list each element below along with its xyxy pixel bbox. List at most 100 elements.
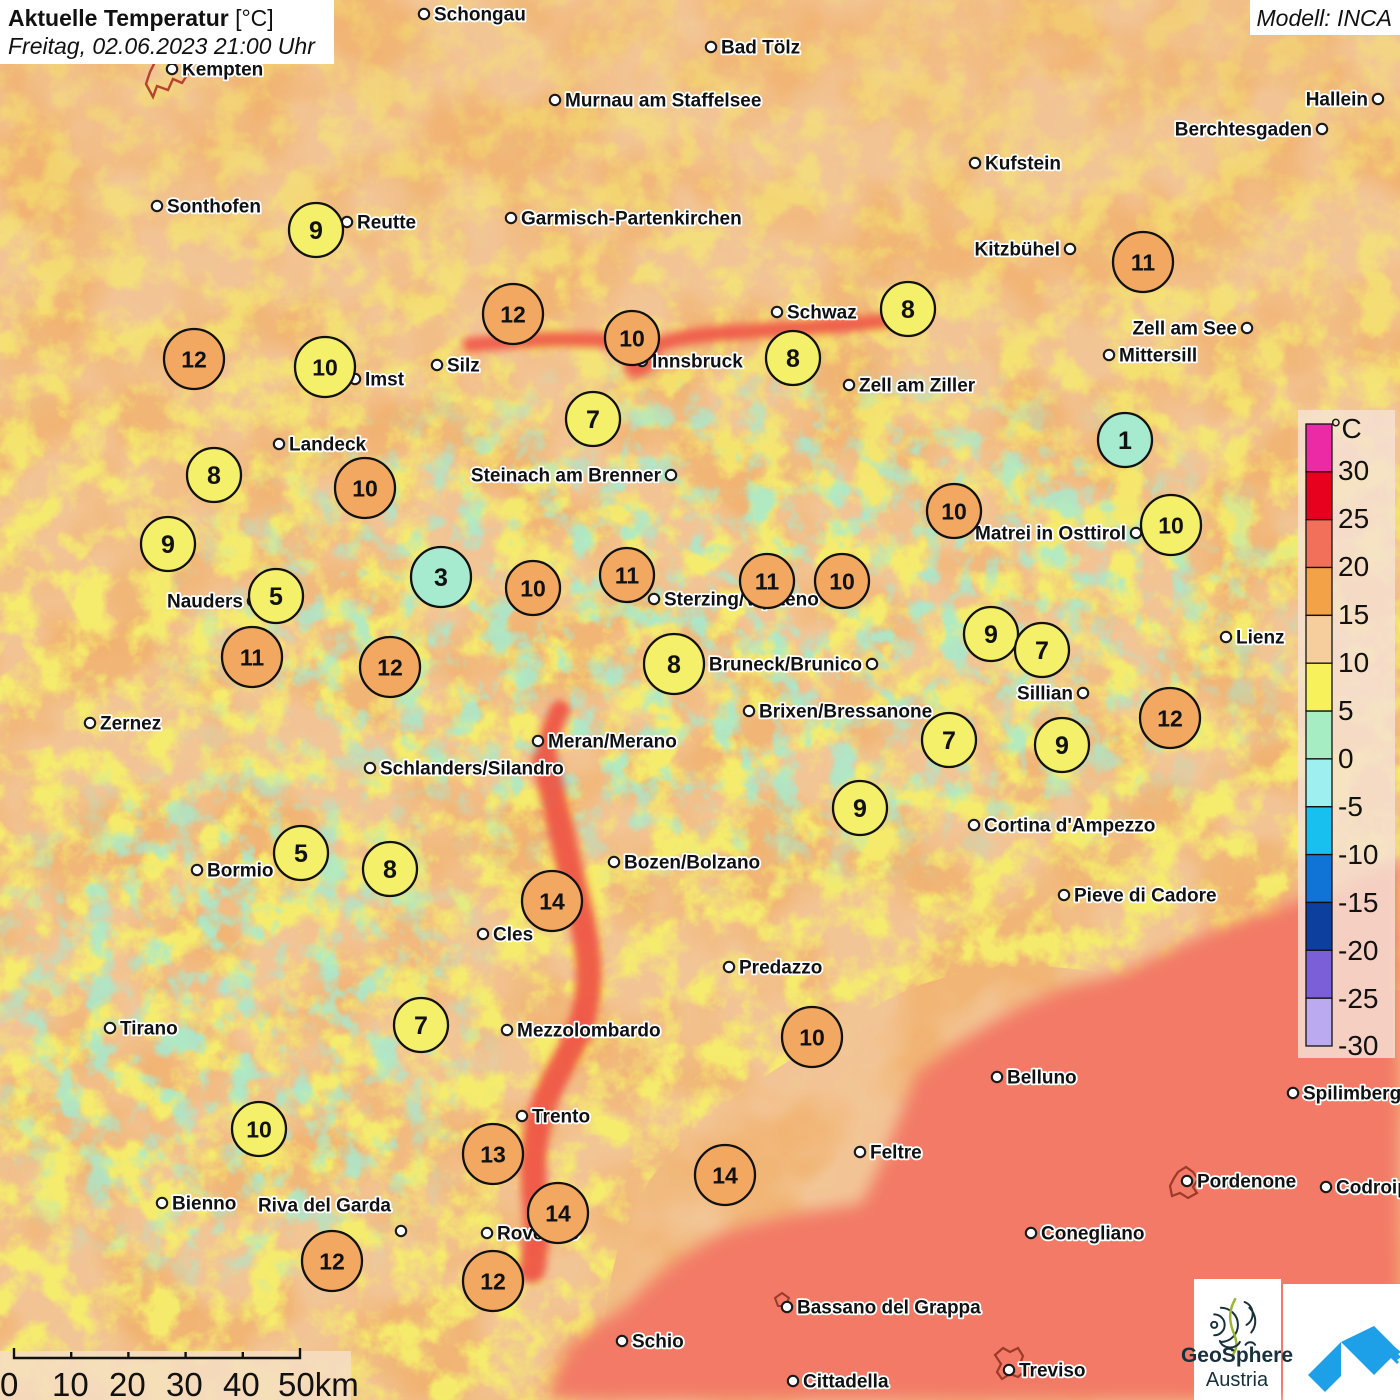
svg-text:-25: -25 [1338, 983, 1378, 1014]
svg-text:Sillian: Sillian [1017, 684, 1073, 705]
svg-text:12: 12 [1157, 705, 1183, 731]
svg-text:7: 7 [942, 727, 956, 755]
svg-text:Zell am See: Zell am See [1132, 319, 1237, 340]
svg-text:20: 20 [1338, 551, 1369, 582]
svg-text:Schio: Schio [632, 1332, 684, 1353]
svg-text:14: 14 [545, 1200, 571, 1226]
svg-text:5: 5 [1338, 695, 1354, 726]
svg-text:25: 25 [1338, 503, 1369, 534]
svg-text:Feltre: Feltre [870, 1143, 922, 1164]
svg-text:Reutte: Reutte [357, 213, 416, 234]
svg-text:8: 8 [207, 462, 221, 490]
svg-text:5: 5 [269, 583, 283, 611]
svg-text:14: 14 [712, 1162, 738, 1188]
svg-text:Bormio: Bormio [207, 861, 274, 882]
svg-text:Mezzolombardo: Mezzolombardo [517, 1021, 661, 1042]
svg-text:9: 9 [853, 795, 867, 823]
svg-text:15: 15 [1338, 599, 1369, 630]
svg-text:Aktuelle Temperatur [°C]: Aktuelle Temperatur [°C] [8, 5, 274, 31]
svg-text:Treviso: Treviso [1019, 1361, 1086, 1382]
svg-text:Murnau am Staffelsee: Murnau am Staffelsee [565, 91, 761, 112]
svg-text:-15: -15 [1338, 887, 1378, 918]
svg-text:Landeck: Landeck [289, 435, 367, 456]
svg-text:9: 9 [161, 531, 175, 559]
svg-text:10: 10 [1158, 512, 1184, 538]
svg-text:Bad Tölz: Bad Tölz [721, 38, 800, 59]
svg-text:Belluno: Belluno [1007, 1068, 1077, 1089]
svg-text:Silz: Silz [447, 356, 480, 377]
svg-text:Bruneck/Brunico: Bruneck/Brunico [709, 655, 862, 676]
svg-text:-10: -10 [1338, 839, 1378, 870]
svg-text:Bassano del Grappa: Bassano del Grappa [797, 1298, 981, 1319]
svg-text:11: 11 [755, 568, 780, 594]
svg-text:Hallein: Hallein [1306, 90, 1368, 111]
svg-text:12: 12 [377, 654, 403, 680]
svg-text:Kitzbühel: Kitzbühel [975, 240, 1061, 261]
svg-text:Cittadella: Cittadella [803, 1372, 889, 1393]
svg-text:8: 8 [786, 345, 800, 373]
svg-text:Austria: Austria [1206, 1369, 1269, 1391]
svg-text:11: 11 [1131, 249, 1156, 275]
svg-text:Kufstein: Kufstein [985, 154, 1061, 175]
svg-text:10: 10 [246, 1116, 272, 1142]
svg-text:Pordenone: Pordenone [1197, 1172, 1296, 1193]
svg-text:Bienno: Bienno [172, 1194, 236, 1215]
svg-text:12: 12 [181, 346, 207, 372]
svg-text:8: 8 [383, 856, 397, 884]
svg-text:10: 10 [520, 575, 546, 601]
svg-text:Bozen/Bolzano: Bozen/Bolzano [624, 853, 760, 874]
svg-text:Imst: Imst [365, 370, 405, 391]
svg-text:5: 5 [294, 840, 308, 868]
svg-text:10: 10 [52, 1366, 89, 1400]
svg-text:Berchtesgaden: Berchtesgaden [1175, 120, 1312, 141]
svg-text:0: 0 [0, 1366, 18, 1400]
svg-text:9: 9 [309, 217, 323, 245]
svg-text:9: 9 [1055, 732, 1069, 760]
svg-text:Riva del Garda: Riva del Garda [258, 1196, 391, 1217]
svg-text:Predazzo: Predazzo [739, 958, 822, 979]
svg-text:0: 0 [1338, 743, 1354, 774]
svg-text:Schwaz: Schwaz [787, 303, 857, 324]
svg-text:20: 20 [109, 1366, 146, 1400]
svg-text:Schongau: Schongau [434, 5, 526, 26]
svg-text:30: 30 [1338, 455, 1369, 486]
svg-text:Steinach am Brenner: Steinach am Brenner [471, 466, 662, 487]
svg-text:8: 8 [901, 296, 915, 324]
svg-text:Garmisch-Partenkirchen: Garmisch-Partenkirchen [521, 209, 742, 230]
svg-text:Mittersill: Mittersill [1119, 346, 1197, 367]
svg-text:Pieve di Cadore: Pieve di Cadore [1074, 886, 1217, 907]
svg-text:Lienz: Lienz [1236, 628, 1285, 649]
svg-text:Matrei in Osttirol: Matrei in Osttirol [975, 524, 1126, 545]
svg-text:7: 7 [414, 1012, 428, 1040]
svg-text:Sonthofen: Sonthofen [167, 197, 261, 218]
svg-text:8: 8 [667, 651, 681, 679]
svg-text:10: 10 [619, 325, 645, 351]
svg-text:3: 3 [434, 564, 448, 592]
svg-text:GeoSphere: GeoSphere [1181, 1344, 1293, 1367]
svg-text:Zernez: Zernez [100, 714, 161, 735]
svg-text:30: 30 [166, 1366, 203, 1400]
svg-text:Meran/Merano: Meran/Merano [548, 732, 677, 753]
svg-text:Conegliano: Conegliano [1041, 1224, 1144, 1245]
svg-text:12: 12 [500, 301, 526, 327]
svg-text:10: 10 [829, 568, 855, 594]
svg-text:Tirano: Tirano [120, 1019, 178, 1040]
svg-text:°C: °C [1330, 413, 1361, 444]
svg-text:10: 10 [941, 498, 967, 524]
svg-text:Nauders: Nauders [167, 592, 243, 613]
svg-text:Schlanders/Silandro: Schlanders/Silandro [380, 759, 564, 780]
svg-text:Trento: Trento [532, 1107, 590, 1128]
svg-text:Zell am Ziller: Zell am Ziller [859, 376, 976, 397]
svg-text:Cles: Cles [493, 925, 533, 946]
svg-text:7: 7 [1035, 637, 1049, 665]
svg-text:10: 10 [1338, 647, 1369, 678]
svg-text:Spilimbergo: Spilimbergo [1303, 1084, 1400, 1105]
svg-text:10: 10 [352, 475, 378, 501]
svg-text:7: 7 [586, 406, 600, 434]
svg-text:Modell: INCA: Modell: INCA [1257, 5, 1392, 31]
svg-text:12: 12 [480, 1268, 506, 1294]
svg-text:Innsbruck: Innsbruck [652, 352, 743, 373]
svg-text:Brixen/Bressanone: Brixen/Bressanone [759, 702, 932, 723]
svg-text:10: 10 [312, 354, 338, 380]
svg-text:40: 40 [223, 1366, 260, 1400]
